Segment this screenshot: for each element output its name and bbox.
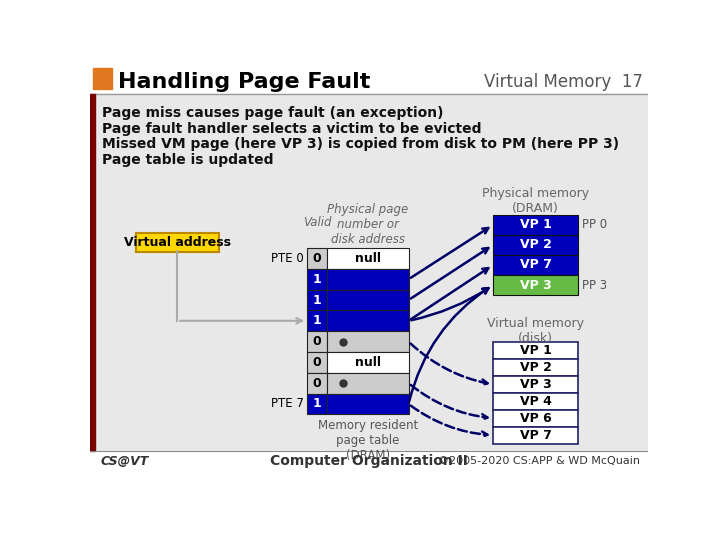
Bar — [96, 94, 648, 451]
Text: null: null — [355, 252, 381, 265]
Bar — [307, 269, 327, 289]
Text: 1: 1 — [312, 294, 321, 307]
Bar — [327, 248, 408, 269]
Text: Virtual Memory  17: Virtual Memory 17 — [485, 73, 644, 91]
Text: VP 2: VP 2 — [520, 361, 552, 374]
Bar — [493, 376, 578, 393]
Text: 0: 0 — [312, 377, 321, 390]
Text: 1: 1 — [312, 273, 321, 286]
Text: Virtual memory
(disk): Virtual memory (disk) — [487, 318, 584, 346]
Text: Page fault handler selects a victim to be evicted: Page fault handler selects a victim to b… — [102, 122, 482, 136]
Text: 1: 1 — [312, 397, 321, 410]
Bar — [327, 289, 408, 310]
Bar — [327, 310, 408, 331]
Text: Missed VM page (here VP 3) is copied from disk to PM (here PP 3): Missed VM page (here VP 3) is copied fro… — [102, 137, 619, 151]
Text: PP 3: PP 3 — [582, 279, 607, 292]
Bar — [493, 275, 578, 295]
Bar — [327, 394, 408, 414]
Bar — [307, 331, 327, 352]
Text: Virtual address: Virtual address — [124, 236, 230, 249]
Text: 0: 0 — [312, 252, 321, 265]
Text: 0: 0 — [312, 356, 321, 369]
Text: VP 3: VP 3 — [520, 378, 552, 391]
Bar — [493, 215, 578, 235]
Text: 1: 1 — [312, 314, 321, 327]
Text: VP 7: VP 7 — [520, 259, 552, 272]
Bar — [307, 310, 327, 331]
Bar — [307, 373, 327, 394]
Bar — [493, 342, 578, 359]
Text: VP 7: VP 7 — [520, 429, 552, 442]
Text: CS@VT: CS@VT — [101, 455, 149, 468]
Bar — [307, 248, 327, 269]
Text: VP 6: VP 6 — [520, 411, 552, 425]
Text: VP 2: VP 2 — [520, 239, 552, 252]
Bar — [493, 255, 578, 275]
Text: Page miss causes page fault (an exception): Page miss causes page fault (an exceptio… — [102, 106, 444, 120]
Text: VP 3: VP 3 — [520, 279, 552, 292]
Bar — [327, 373, 408, 394]
Text: Memory resident
page table
(DRAM): Memory resident page table (DRAM) — [318, 419, 418, 462]
Text: PTE 0: PTE 0 — [271, 252, 304, 265]
Text: VP 4: VP 4 — [520, 395, 552, 408]
Bar — [493, 235, 578, 255]
Bar — [493, 427, 578, 444]
Bar — [493, 359, 578, 376]
Text: null: null — [355, 356, 381, 369]
Bar — [327, 331, 408, 352]
Bar — [307, 289, 327, 310]
FancyBboxPatch shape — [136, 233, 219, 252]
Bar — [327, 352, 408, 373]
Text: PTE 7: PTE 7 — [271, 397, 304, 410]
Text: Page table is updated: Page table is updated — [102, 153, 274, 166]
Bar — [307, 394, 327, 414]
Bar — [327, 269, 408, 289]
Text: 0: 0 — [312, 335, 321, 348]
Text: ©2005-2020 CS:APP & WD McQuain: ©2005-2020 CS:APP & WD McQuain — [438, 456, 640, 467]
Text: VP 1: VP 1 — [520, 344, 552, 357]
Bar — [90, 94, 96, 451]
Text: Valid: Valid — [303, 215, 331, 229]
Bar — [493, 393, 578, 410]
Bar — [307, 352, 327, 373]
Bar — [93, 68, 112, 90]
Bar — [493, 410, 578, 427]
Text: Handling Page Fault: Handling Page Fault — [118, 72, 370, 92]
Text: Physical memory
(DRAM): Physical memory (DRAM) — [482, 187, 589, 215]
Text: Computer Organization II: Computer Organization II — [270, 454, 468, 468]
Text: Physical page
number or
disk address: Physical page number or disk address — [327, 204, 408, 246]
Text: VP 1: VP 1 — [520, 219, 552, 232]
Text: PP 0: PP 0 — [582, 219, 607, 232]
